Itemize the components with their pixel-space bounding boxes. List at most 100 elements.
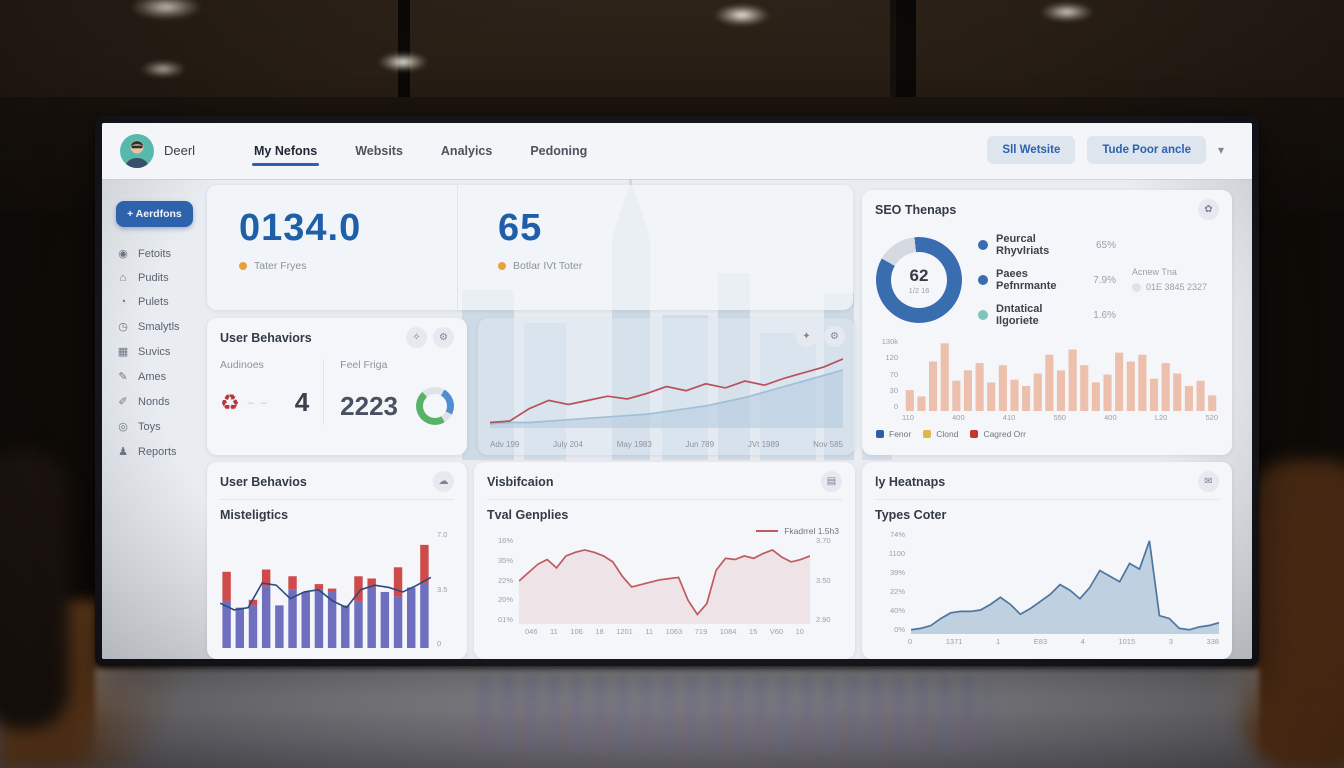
metric-feel-friga: Feel Friga 2223 xyxy=(323,359,454,425)
seo-heatmaps-card: SEO Thenaps ✿ 62 1/2 16 Peurcal Rhyvlria… xyxy=(862,190,1232,455)
y-tick: 20% xyxy=(497,595,513,605)
building-icon[interactable]: ▤ xyxy=(821,471,842,492)
stat-secondary: 65 Botlar IVt Toter xyxy=(457,185,677,310)
legend-label: Paees Pefnrmante xyxy=(996,268,1057,292)
x-tick: July 204 xyxy=(553,440,583,449)
y-tick: 22% xyxy=(889,587,905,596)
user-behavios-card: User Behavios ☁ Misteligtics 7.0 3.5 0 xyxy=(207,462,467,659)
legend-item: Dntatical Ilgoriete 1.6% xyxy=(978,303,1116,327)
avatar[interactable] xyxy=(120,134,154,168)
y-tick: 30 xyxy=(889,385,898,395)
stat-label: Tater Fryes xyxy=(254,260,307,272)
cloud-icon[interactable]: ☁ xyxy=(433,471,454,492)
add-button[interactable]: + Aerdfons xyxy=(116,201,193,227)
aside-line: 01E 3845 2327 xyxy=(1146,282,1208,292)
legend-square-icon xyxy=(970,430,979,438)
legend-item: Cagred Orr xyxy=(970,429,1026,439)
feather-icon: ✐ xyxy=(118,396,128,408)
y-tick: 70 xyxy=(889,369,898,379)
y-tick: 2.90 xyxy=(816,615,831,624)
sidebar-item-nonds[interactable]: ✐ Nonds xyxy=(116,393,207,410)
coin-icon: ◉ xyxy=(118,248,128,260)
gear-icon[interactable]: ⚙ xyxy=(824,326,845,347)
sidebar-item-label: Pulets xyxy=(138,296,169,308)
tab-my-nefons[interactable]: My Nefons xyxy=(252,124,320,178)
sidebar-item-pudits[interactable]: ⌂ Pudits xyxy=(116,270,207,286)
chair xyxy=(0,450,70,730)
mail-icon[interactable]: ✉ xyxy=(1198,471,1219,492)
legend-label: Cagred Orr xyxy=(983,429,1026,439)
poor-ancle-button[interactable]: Tude Poor ancle xyxy=(1087,136,1206,164)
sidebar-item-label: Pudits xyxy=(138,272,169,284)
x-axis-labels: Adv 199 July 204 May 1983 Jun 789 JVt 19… xyxy=(490,440,843,449)
gear-icon[interactable]: ⚙ xyxy=(433,327,454,348)
y-tick: 74% xyxy=(889,530,905,539)
sparkle-icon[interactable]: ✧ xyxy=(406,327,427,348)
sidebar-item-ames[interactable]: ✎ Ames xyxy=(116,368,207,385)
tab-pedoning[interactable]: Pedoning xyxy=(530,144,588,158)
x-tick: 11 xyxy=(645,627,654,636)
x-tick: 1063 xyxy=(665,627,683,636)
legend-dot-icon xyxy=(978,310,988,320)
divider xyxy=(487,499,842,500)
aside-line: Acnew Tna xyxy=(1132,266,1177,277)
seo-aside-note: Acnew Tna 01E 3845 2327 xyxy=(1132,265,1218,296)
donut-subvalue: 1/2 16 xyxy=(908,285,930,295)
tab-websits[interactable]: Websits xyxy=(355,144,403,158)
flower-icon[interactable]: ✿ xyxy=(1198,199,1219,220)
x-tick: 400 xyxy=(952,413,965,422)
ceiling-panel xyxy=(916,0,1344,97)
heatmap-area-chart xyxy=(911,530,1219,634)
y-tick: 39% xyxy=(889,568,905,577)
behavior-bar-chart xyxy=(220,530,431,648)
x-tick: 520 xyxy=(1205,413,1218,422)
sidebar-item-fetoits[interactable]: ◉ Fetoits xyxy=(116,245,207,262)
sidebar-menu: ◉ Fetoits ⌂ Pudits ◔ Pulets ◷ Smalytls ▦… xyxy=(116,245,207,460)
sidebar-item-smalytls[interactable]: ◷ Smalytls xyxy=(116,318,207,335)
card-subtitle: Misteligtics xyxy=(220,508,289,522)
metric-label: Audinoes xyxy=(220,359,264,371)
legend-square-icon xyxy=(923,430,932,438)
metric-value: 4 xyxy=(294,387,310,417)
x-tick: 106 xyxy=(570,627,583,636)
ceiling-light xyxy=(378,52,428,72)
x-tick: 18 xyxy=(595,627,604,636)
line-legend: Fkadrrel 1.5h3 xyxy=(756,526,839,536)
legend-value: 65% xyxy=(1095,239,1116,251)
website-button[interactable]: Sll Wetsite xyxy=(987,136,1076,164)
sidebar-item-reports[interactable]: ♟ Reports xyxy=(116,443,207,460)
tab-analyics[interactable]: Analyics xyxy=(440,144,493,158)
placeholder-dashes: – – xyxy=(247,396,270,409)
x-tick: 410 xyxy=(1002,413,1016,422)
y-tick: 3.70 xyxy=(816,536,831,545)
y-tick: 3.5 xyxy=(437,584,448,594)
x-tick: 550 xyxy=(1053,413,1066,422)
red-line-icon xyxy=(756,530,779,532)
card-title: ly Heatnaps xyxy=(875,474,946,489)
pen-icon: ✎ xyxy=(118,371,128,383)
divider xyxy=(220,499,454,500)
sidebar-item-pulets[interactable]: ◔ Pulets xyxy=(116,294,207,310)
seo-donut-chart: 62 1/2 16 xyxy=(876,237,962,323)
metric-label: Feel Friga xyxy=(340,359,388,371)
y-tick: 01% xyxy=(497,615,513,624)
sidebar-item-toys[interactable]: ◎ Toys xyxy=(116,418,207,435)
sidebar-item-label: Smalytls xyxy=(138,320,180,333)
stat-label: Botlar IVt Toter xyxy=(513,260,583,272)
y-tick: 7.0 xyxy=(437,530,448,539)
ceiling-beam xyxy=(896,0,916,120)
dot-icon xyxy=(1132,283,1141,293)
x-tick: 4 xyxy=(1080,637,1085,646)
x-tick: Jun 789 xyxy=(685,440,715,449)
x-tick: 400 xyxy=(1104,413,1117,422)
x-tick: 10 xyxy=(795,627,804,636)
x-tick: 15 xyxy=(748,627,758,636)
ceiling-panel xyxy=(0,0,398,108)
x-axis-labels: 046 11 106 18 1201 11 1063 719 1084 15 V… xyxy=(487,624,842,636)
star-icon[interactable]: ✦ xyxy=(796,326,817,347)
sidebar-item-suvics[interactable]: ▦ Suvics xyxy=(116,343,207,360)
card-subtitle: Tval Genplies xyxy=(487,508,569,522)
legend-item: Paees Pefnrmante 7.9% xyxy=(978,268,1116,292)
chevron-down-icon[interactable]: ▾ xyxy=(1217,143,1224,157)
legend-label: Clond xyxy=(936,429,959,439)
